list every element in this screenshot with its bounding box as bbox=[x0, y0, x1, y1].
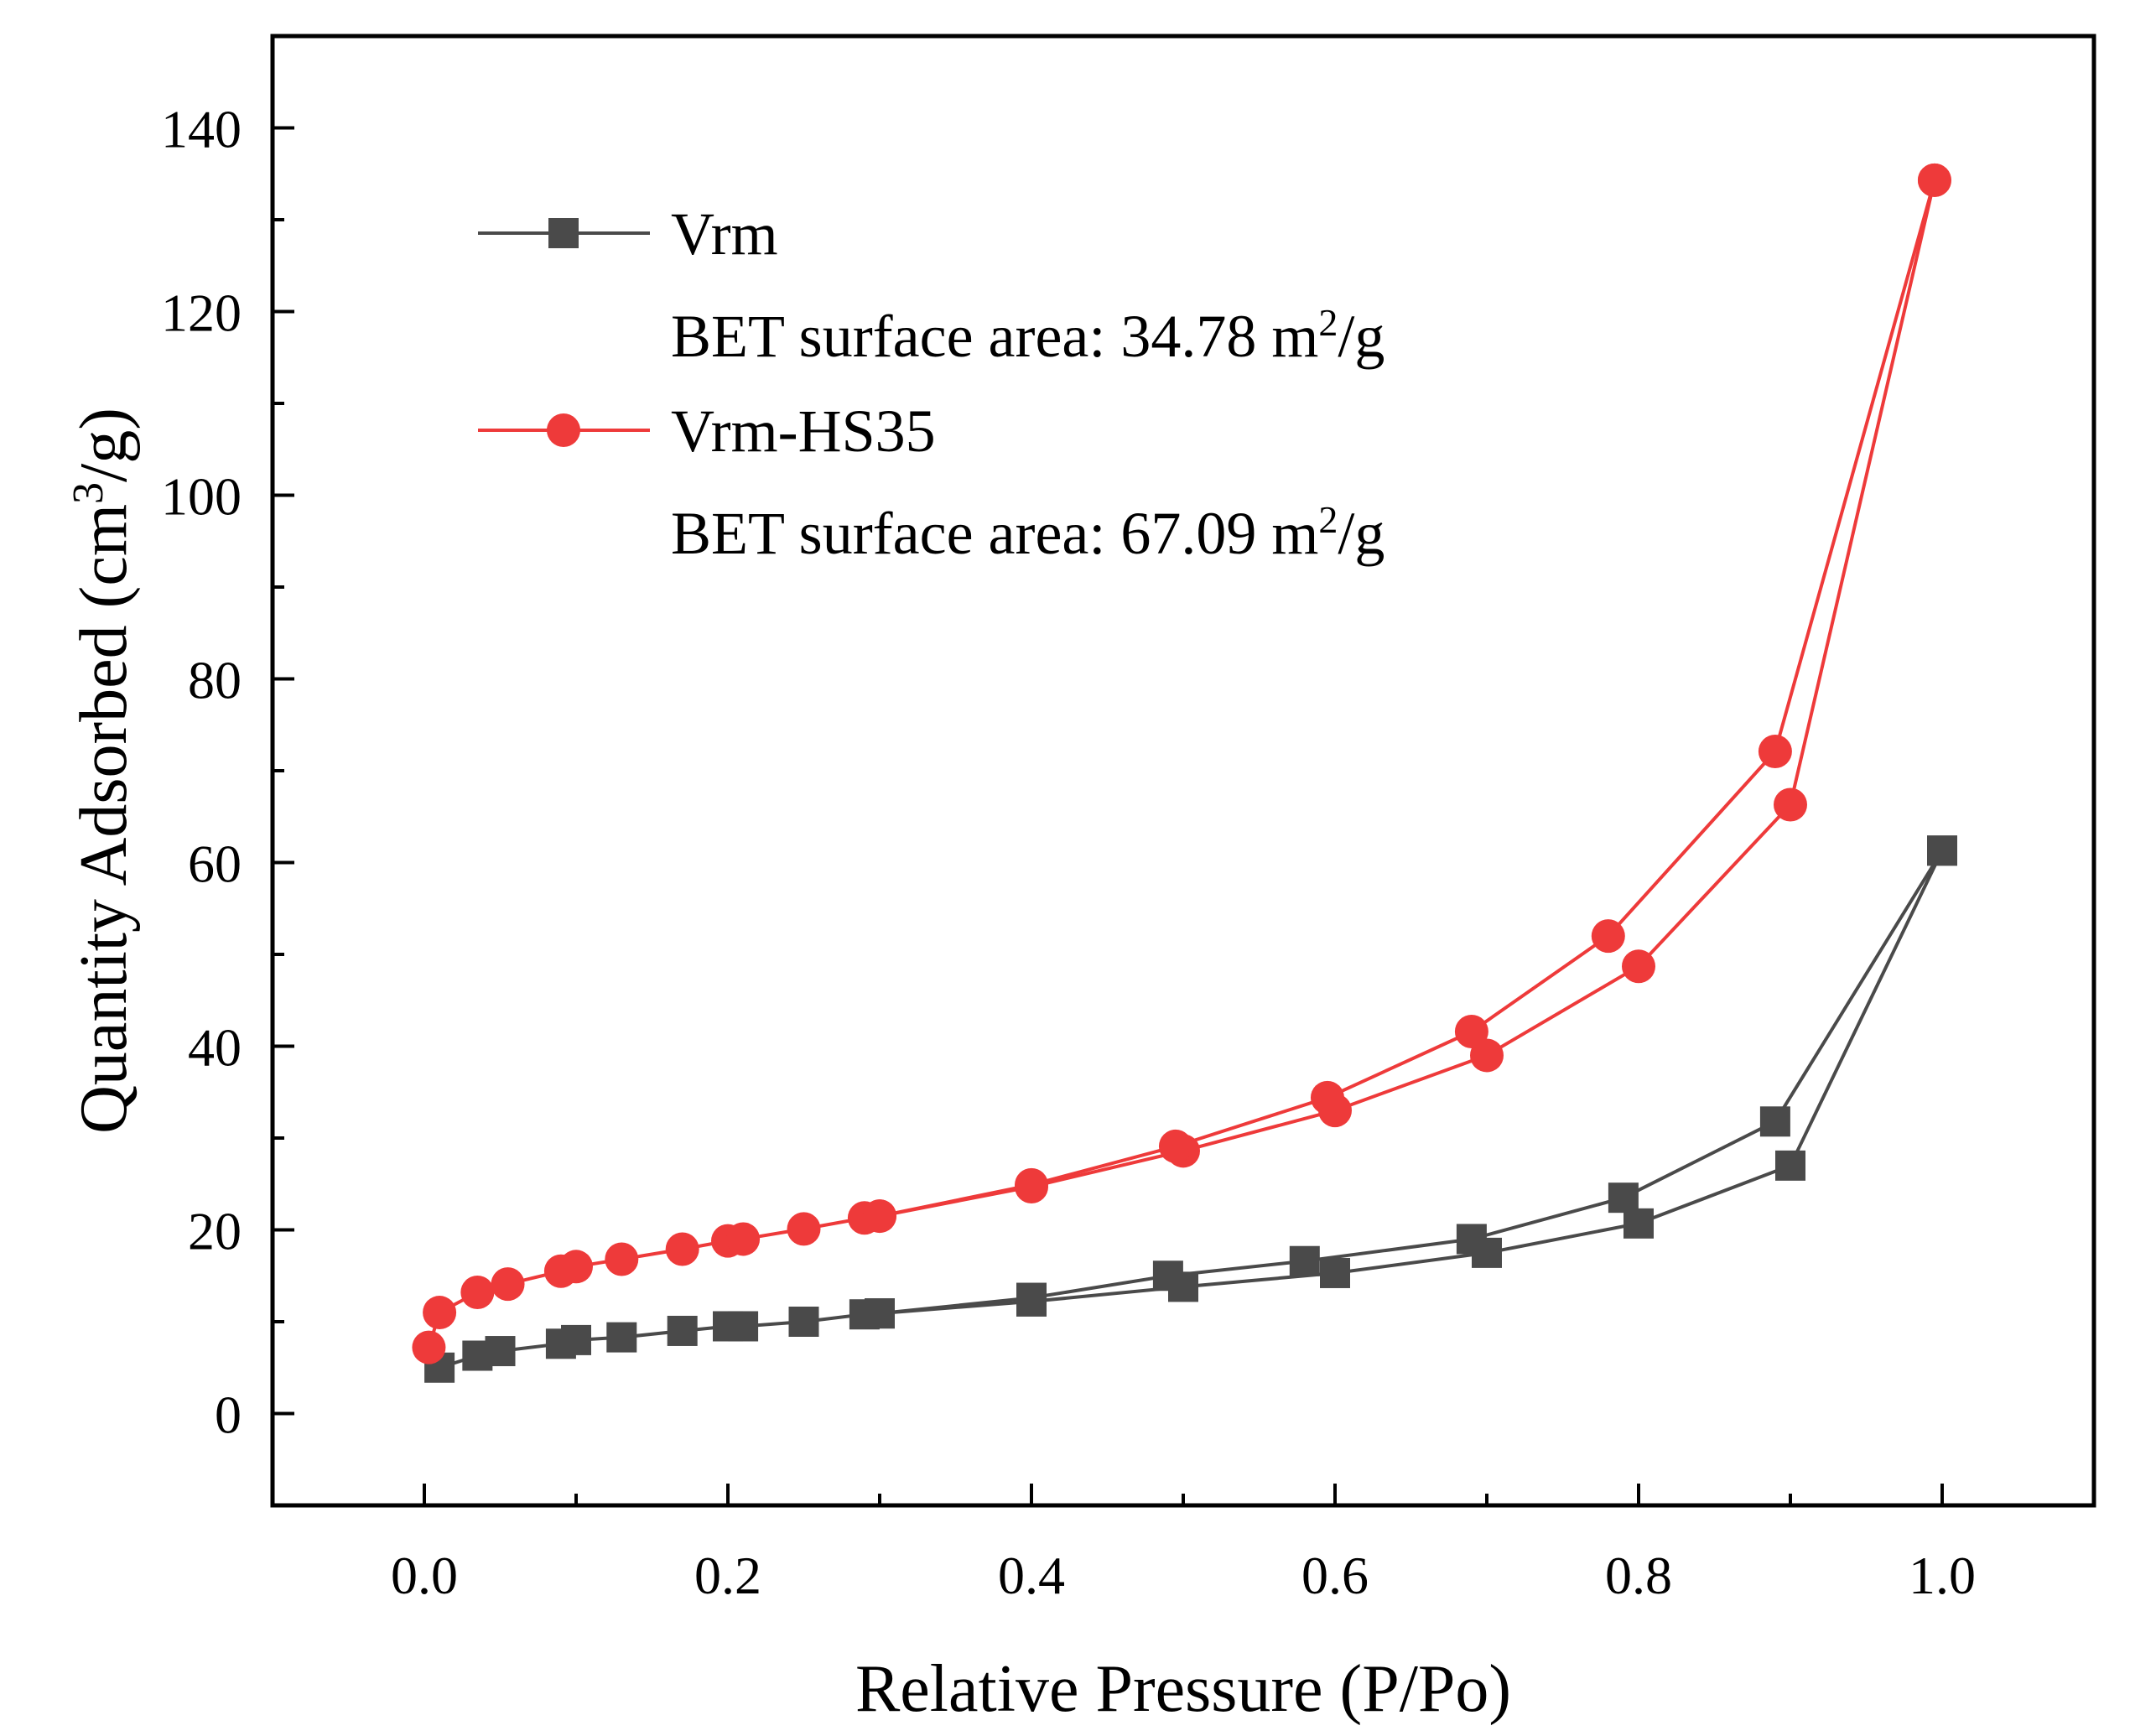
vrm-desorption-point-3 bbox=[1456, 1224, 1487, 1255]
legend-label-1: Vrm-HS35 bbox=[671, 398, 936, 465]
vrm-adsorption-point-5 bbox=[606, 1322, 637, 1353]
vrm-hs35-adsorption-point-2 bbox=[460, 1275, 495, 1309]
bet-annotation-text: BET surface area: 67.09 m bbox=[671, 500, 1318, 567]
vrm-hs35-desorption-point-3 bbox=[1454, 1014, 1488, 1048]
bet-annotation-superscript: 2 bbox=[1318, 498, 1338, 541]
vrm-hs35-adsorption-point-10 bbox=[787, 1212, 821, 1246]
vrm-hs35-adsorption-point-7 bbox=[665, 1232, 699, 1266]
vrm-adsorption-point-8 bbox=[728, 1311, 759, 1342]
y-axis-label-text: Quantity Adsorbed (cm bbox=[67, 504, 141, 1134]
vrm-adsorption-point-2 bbox=[485, 1336, 516, 1367]
vrm-desorption-point-5 bbox=[1152, 1260, 1183, 1292]
y-tick-label-0: 0 bbox=[215, 1385, 242, 1445]
vrm-adsorption-point-17 bbox=[1775, 1150, 1805, 1181]
vrm-hs35-desorption-point-7 bbox=[863, 1199, 896, 1234]
y-axis-label: Quantity Adsorbed (cm3/g) bbox=[65, 408, 142, 1134]
vrm-hs35-adsorption-point-3 bbox=[491, 1267, 525, 1302]
y-axis-label-superscript: 3 bbox=[65, 482, 112, 504]
vrm-hs35-adsorption-point-18 bbox=[1774, 787, 1807, 822]
bet-annotation-superscript: 2 bbox=[1318, 301, 1338, 344]
x-tick-label-0: 0.0 bbox=[391, 1546, 458, 1605]
vrm-adsorption-point-16 bbox=[1623, 1208, 1654, 1239]
legend-label-0: Vrm bbox=[671, 200, 778, 268]
x-tick-label-5: 1.0 bbox=[1909, 1546, 1976, 1605]
vrm-hs35-desorption-point-6 bbox=[1015, 1167, 1048, 1202]
bet-annotation-text: BET surface area: 34.78 m bbox=[671, 303, 1318, 370]
vrm-hs35-adsorption-point-5 bbox=[559, 1250, 593, 1284]
y-tick-label-2: 40 bbox=[188, 1018, 242, 1078]
vrm-desorption-line bbox=[879, 850, 1944, 1316]
vrm-hs35-adsorption-point-9 bbox=[726, 1222, 761, 1256]
y-tick-label-5: 100 bbox=[161, 467, 242, 527]
vrm-adsorption-point-6 bbox=[667, 1315, 698, 1346]
legend-marker-1 bbox=[547, 413, 580, 447]
bet-annotation-unit: /g bbox=[1338, 303, 1384, 370]
series-layer bbox=[412, 163, 1957, 1383]
vrm-hs35-adsorption-point-17 bbox=[1622, 949, 1655, 984]
x-tick-label-4: 0.8 bbox=[1605, 1546, 1672, 1605]
vrm-hs35-desorption-point-0 bbox=[1917, 163, 1951, 197]
vrm-desorption-point-0 bbox=[1927, 835, 1957, 866]
bet-annotation-0: BET surface area: 34.78 m2/g bbox=[671, 301, 1384, 371]
series-vrm-hs35 bbox=[412, 163, 1951, 1364]
vrm-desorption-point-6 bbox=[1016, 1282, 1047, 1313]
y-axis-label-unit: /g) bbox=[67, 408, 141, 482]
bet-annotation-unit: /g bbox=[1338, 500, 1384, 567]
vrm-hs35-desorption-point-4 bbox=[1310, 1080, 1344, 1115]
legend-marker-0 bbox=[548, 218, 579, 248]
vrm-adsorption-point-14 bbox=[1320, 1257, 1350, 1288]
vrm-desorption-point-2 bbox=[1608, 1182, 1639, 1214]
bet-annotation-1: BET surface area: 67.09 m2/g bbox=[671, 498, 1384, 568]
vrm-hs35-desorption-point-1 bbox=[1758, 735, 1792, 769]
y-tick-label-6: 120 bbox=[161, 283, 242, 343]
axes-layer: 0.0 0.2 0.4 0.6 0.8 1.0 0 20 40 60 80 100 120 140 Rela… bbox=[65, 34, 2096, 1726]
y-tick-label-4: 80 bbox=[188, 651, 242, 710]
vrm-hs35-adsorption-point-0 bbox=[412, 1330, 446, 1364]
x-tick-label-3: 0.6 bbox=[1301, 1546, 1369, 1605]
vrm-desorption-point-1 bbox=[1759, 1106, 1790, 1137]
vrm-hs35-desorption-point-2 bbox=[1591, 919, 1625, 954]
x-tick-label-2: 0.4 bbox=[998, 1546, 1065, 1605]
vrm-adsorption-point-9 bbox=[788, 1307, 819, 1337]
vrm-hs35-desorption-point-5 bbox=[1158, 1129, 1192, 1163]
vrm-hs35-adsorption-point-16 bbox=[1470, 1038, 1504, 1073]
series-vrm bbox=[424, 835, 1957, 1383]
x-tick-label-1: 0.2 bbox=[694, 1546, 761, 1605]
vrm-desorption-point-4 bbox=[1289, 1245, 1320, 1276]
y-tick-label-7: 140 bbox=[161, 100, 242, 159]
vrm-adsorption-point-4 bbox=[561, 1324, 591, 1355]
vrm-hs35-adsorption-point-6 bbox=[605, 1242, 639, 1276]
vrm-desorption-point-7 bbox=[865, 1298, 895, 1329]
x-axis-label: Relative Pressure (P/Po) bbox=[855, 1652, 1511, 1726]
y-tick-label-3: 60 bbox=[188, 834, 242, 894]
vrm-hs35-desorption-line bbox=[879, 179, 1936, 1219]
vrm-hs35-adsorption-point-1 bbox=[423, 1296, 457, 1330]
y-tick-label-1: 20 bbox=[188, 1202, 242, 1261]
